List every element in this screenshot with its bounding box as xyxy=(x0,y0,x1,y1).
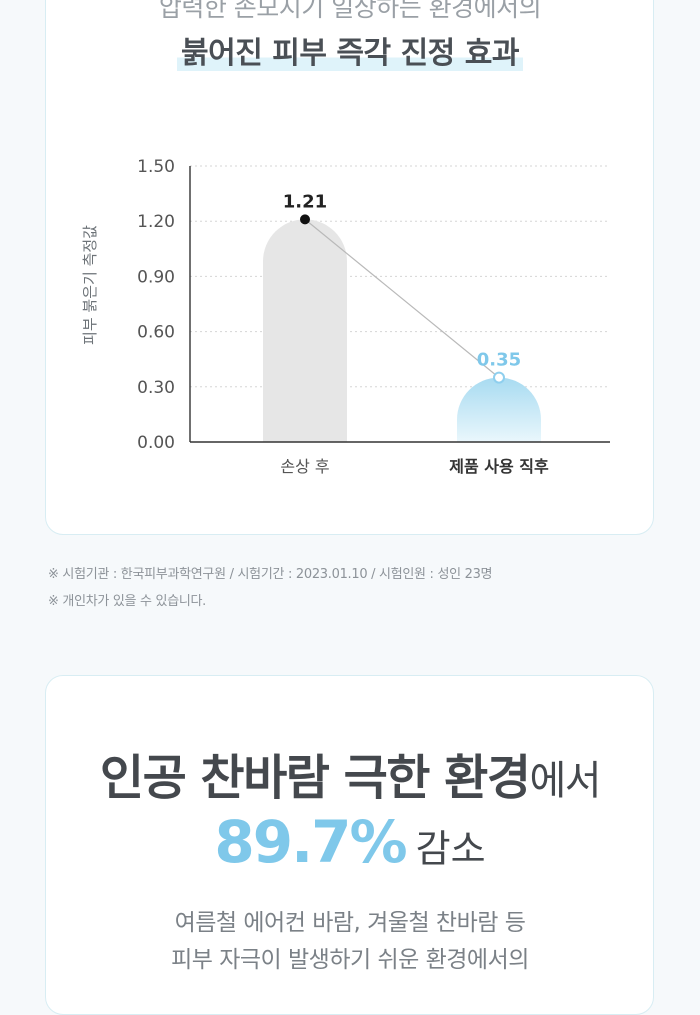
connector-line xyxy=(304,218,500,379)
result-percent-line: 89.7% 감소 xyxy=(0,808,700,876)
individual-diff-note: ※ 개인차가 있을 수 있습니다. xyxy=(48,594,207,609)
result-desc-line2: 피부 자극이 발생하기 쉬운 환경에서의 xyxy=(171,947,529,973)
result-title: 인공 찬바람 극한 환경에서 xyxy=(0,738,700,808)
headline-top: 압력한 손모지기 일상하는 환경에서의 xyxy=(158,0,542,22)
reduction-suffix: 감소 xyxy=(415,827,486,871)
y-tick-label: 0.00 xyxy=(137,433,175,453)
y-tick-label: 0.90 xyxy=(137,267,175,287)
test-info-note: ※ 시험기관 : 한국피부과학연구원 / 시험기간 : 2023.01.10 /… xyxy=(48,567,493,582)
x-category-label-0: 손상 후 xyxy=(280,457,329,476)
redness-chart: 0.00 0.30 0.60 0.90 1.20 1.50 1.21 0.35 손상 후 제품 … xyxy=(81,157,610,476)
result-card xyxy=(45,675,654,1015)
chart-card xyxy=(45,0,654,535)
value-label-0: 1.21 xyxy=(283,191,327,212)
bar-1 xyxy=(457,377,541,442)
x-category-label-1: 제품 사용 직후 xyxy=(449,457,549,476)
result-title-suffix: 에서 xyxy=(529,758,601,804)
y-tick-label: 1.20 xyxy=(137,212,175,232)
y-tick-label: 0.30 xyxy=(137,378,175,398)
y-tick-label: 0.60 xyxy=(137,323,175,343)
bar-0 xyxy=(263,219,347,442)
value-dot-1 xyxy=(493,371,505,384)
result-title-bold: 인공 찬바람 극한 환경 xyxy=(99,750,531,806)
headline-main-text: 붉어진 피부 즉각 진정 효과 xyxy=(177,36,523,71)
result-desc-line1: 여름철 에어컨 바람, 겨울철 찬바람 등 xyxy=(174,910,526,936)
value-dot-0 xyxy=(300,214,310,225)
reduction-percent: 89.7% xyxy=(214,808,407,876)
y-axis-label: 피부 붉은기 측정값 xyxy=(81,225,99,345)
headline-main: 붉어진 피부 즉각 진정 효과 xyxy=(0,28,700,72)
y-tick-label: 1.50 xyxy=(137,157,175,177)
value-label-1: 0.35 xyxy=(477,350,521,371)
